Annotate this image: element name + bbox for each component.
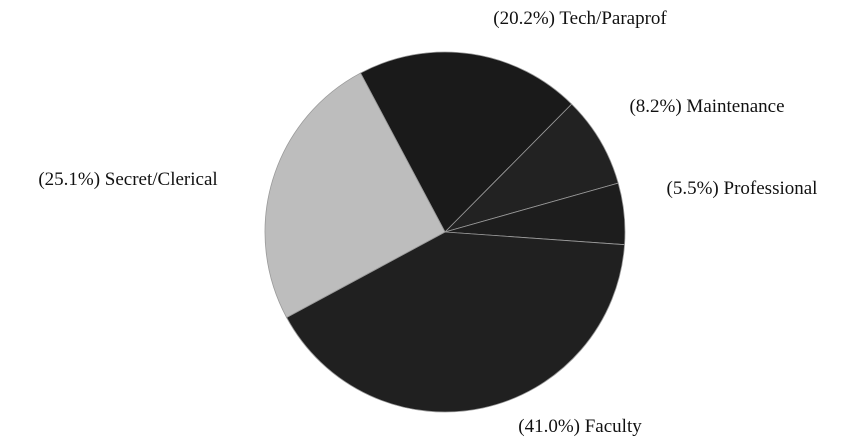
slice-label: (25.1%) Secret/Clerical [38,169,217,190]
slice-label: (5.5%) Professional [667,178,818,199]
slice-category: Secret/Clerical [105,169,218,190]
pie-slice [264,72,446,319]
pie-slice [359,51,573,233]
slice-value-label: (25.1%) [38,169,100,190]
slice-value-label: (8.2%) [629,96,681,117]
slice-category: Faculty [585,416,642,437]
slice-label: (20.2%) Tech/Paraprof [493,8,667,29]
slice-value-label: (5.5%) [667,178,719,199]
slice-category: Professional [724,178,818,199]
pie-slice [443,103,619,233]
slice-category: Tech/Paraprof [559,8,667,29]
pie-slice [286,231,625,413]
slice-category: Maintenance [686,96,784,117]
slice-label: (41.0%) Faculty [518,416,642,437]
slice-value-label: (41.0%) [518,416,580,437]
slice-value-label: (20.2%) [493,8,555,29]
slice-label: (8.2%) Maintenance [629,96,784,117]
